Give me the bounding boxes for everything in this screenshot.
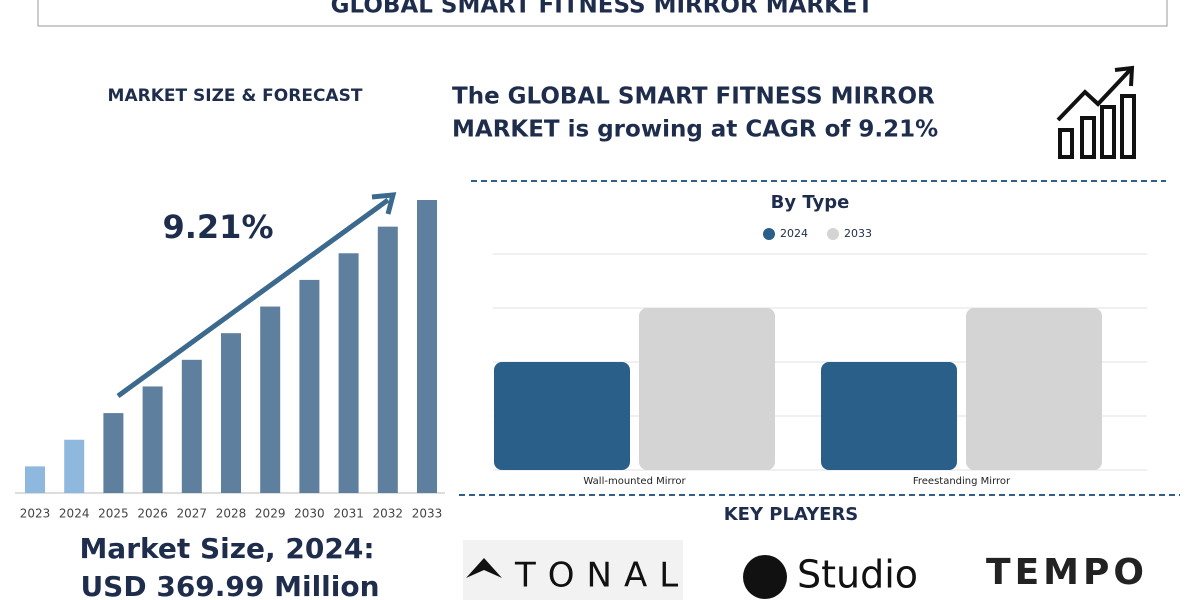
bar bbox=[417, 200, 437, 493]
bar bbox=[260, 306, 281, 493]
legend-label: 2033 bbox=[844, 227, 872, 240]
headline: MARKET is growing at CAGR of 9.21% bbox=[452, 117, 938, 143]
bar bbox=[966, 308, 1102, 470]
market-size-value: USD 369.99 Million bbox=[80, 570, 379, 600]
x-tick-label: Wall-mounted Mirror bbox=[583, 476, 686, 487]
bar bbox=[639, 308, 775, 470]
logo-studio: Studio bbox=[797, 553, 918, 597]
legend-swatch bbox=[763, 228, 775, 240]
tonal-mark bbox=[466, 558, 502, 578]
trend-arrow-head bbox=[371, 192, 397, 215]
market-size-label: Market Size, 2024: bbox=[79, 532, 374, 565]
logo-tempo: TEMPO bbox=[986, 552, 1148, 593]
bar bbox=[142, 386, 163, 493]
bar bbox=[494, 362, 630, 470]
left-heading: MARKET SIZE & FORECAST bbox=[108, 86, 363, 106]
x-tick-label: 2026 bbox=[137, 507, 168, 521]
chart-title: By Type bbox=[771, 192, 850, 213]
x-tick-label: 2023 bbox=[20, 507, 51, 521]
cagr-annotation: 9.21% bbox=[162, 208, 273, 246]
x-tick-label: 2029 bbox=[255, 507, 286, 521]
x-tick-label: Freestanding Mirror bbox=[913, 476, 1011, 487]
x-tick-label: 2027 bbox=[177, 507, 208, 521]
bar bbox=[64, 439, 85, 493]
x-tick-label: 2033 bbox=[412, 507, 443, 521]
legend-swatch bbox=[827, 228, 839, 240]
trend-arrow bbox=[116, 197, 390, 399]
bar bbox=[221, 333, 241, 493]
x-tick-label: 2025 bbox=[98, 507, 129, 521]
header-box bbox=[37, 0, 1168, 27]
logo-tonal: TONAL bbox=[514, 556, 690, 596]
x-tick-label: 2032 bbox=[373, 507, 404, 521]
headline: The GLOBAL SMART FITNESS MIRROR bbox=[452, 84, 935, 110]
bar bbox=[299, 279, 320, 493]
legend-label: 2024 bbox=[780, 227, 808, 240]
x-tick-label: 2028 bbox=[216, 507, 247, 521]
studio-mark bbox=[743, 555, 787, 599]
bar bbox=[821, 362, 957, 470]
key-players-title: KEY PLAYERS bbox=[724, 504, 859, 525]
x-tick-label: 2024 bbox=[59, 507, 90, 521]
header-title: GLOBAL SMART FITNESS MIRROR MARKET bbox=[331, 0, 874, 19]
x-tick-label: 2031 bbox=[333, 507, 364, 521]
bar bbox=[377, 226, 398, 494]
logo-box bbox=[463, 540, 683, 600]
bar bbox=[181, 359, 202, 493]
bar bbox=[103, 413, 124, 493]
bar bbox=[338, 253, 359, 493]
bar bbox=[25, 466, 45, 493]
x-tick-label: 2030 bbox=[294, 507, 325, 521]
growth-icon bbox=[1056, 65, 1136, 159]
